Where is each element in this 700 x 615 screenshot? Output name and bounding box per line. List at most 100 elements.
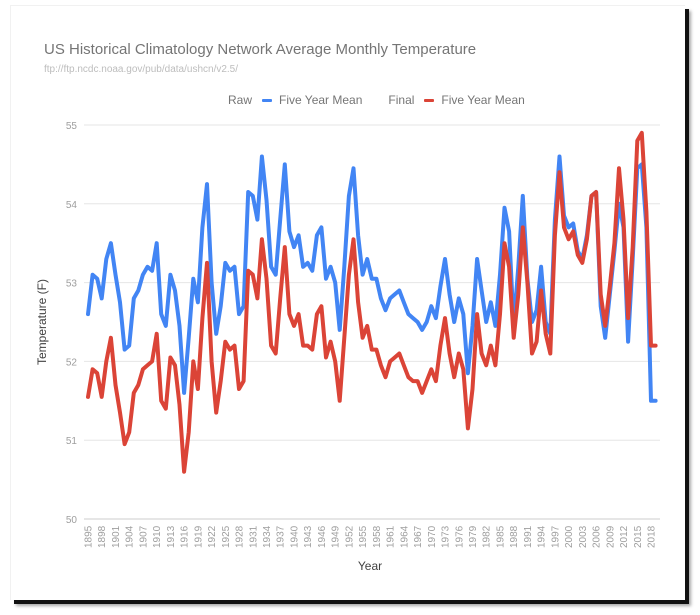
- data-point[interactable]: [104, 257, 108, 261]
- data-point[interactable]: [146, 363, 150, 367]
- data-point[interactable]: [416, 320, 420, 324]
- data-point[interactable]: [388, 296, 392, 300]
- data-point[interactable]: [503, 241, 507, 245]
- data-point[interactable]: [626, 316, 630, 320]
- data-point[interactable]: [132, 391, 136, 395]
- data-point[interactable]: [269, 344, 273, 348]
- data-point[interactable]: [402, 300, 406, 304]
- data-point[interactable]: [246, 269, 250, 273]
- data-point[interactable]: [338, 328, 342, 332]
- data-point[interactable]: [324, 355, 328, 359]
- data-point[interactable]: [457, 296, 461, 300]
- data-point[interactable]: [237, 312, 241, 316]
- data-point[interactable]: [654, 344, 658, 348]
- data-point[interactable]: [310, 348, 314, 352]
- data-point[interactable]: [187, 430, 191, 434]
- data-point[interactable]: [429, 304, 433, 308]
- data-point[interactable]: [306, 261, 310, 265]
- data-point[interactable]: [173, 363, 177, 367]
- data-point[interactable]: [292, 245, 296, 249]
- data-point[interactable]: [100, 296, 104, 300]
- data-point[interactable]: [168, 273, 172, 277]
- data-point[interactable]: [617, 166, 621, 170]
- data-point[interactable]: [457, 352, 461, 356]
- data-point[interactable]: [649, 399, 653, 403]
- data-point[interactable]: [132, 296, 136, 300]
- legend-item-final[interactable]: Final Five Year Mean: [388, 93, 524, 107]
- data-point[interactable]: [306, 344, 310, 348]
- data-point[interactable]: [567, 225, 571, 229]
- data-point[interactable]: [461, 367, 465, 371]
- data-point[interactable]: [118, 411, 122, 415]
- data-point[interactable]: [553, 233, 557, 237]
- data-point[interactable]: [411, 379, 415, 383]
- data-point[interactable]: [287, 229, 291, 233]
- data-point[interactable]: [539, 288, 543, 292]
- data-point[interactable]: [86, 312, 90, 316]
- data-point[interactable]: [232, 344, 236, 348]
- data-point[interactable]: [493, 324, 497, 328]
- data-point[interactable]: [406, 312, 410, 316]
- data-point[interactable]: [461, 312, 465, 316]
- data-point[interactable]: [594, 190, 598, 194]
- data-point[interactable]: [557, 170, 561, 174]
- data-point[interactable]: [265, 198, 269, 202]
- data-point[interactable]: [319, 304, 323, 308]
- data-point[interactable]: [393, 292, 397, 296]
- data-point[interactable]: [100, 395, 104, 399]
- data-point[interactable]: [347, 273, 351, 277]
- data-point[interactable]: [374, 277, 378, 281]
- data-point[interactable]: [329, 265, 333, 269]
- data-point[interactable]: [319, 225, 323, 229]
- data-point[interactable]: [562, 225, 566, 229]
- data-point[interactable]: [287, 312, 291, 316]
- data-point[interactable]: [475, 312, 479, 316]
- data-point[interactable]: [589, 194, 593, 198]
- data-point[interactable]: [210, 281, 214, 285]
- data-point[interactable]: [585, 237, 589, 241]
- data-point[interactable]: [356, 300, 360, 304]
- data-point[interactable]: [470, 324, 474, 328]
- data-point[interactable]: [448, 352, 452, 356]
- data-point[interactable]: [484, 363, 488, 367]
- data-point[interactable]: [608, 285, 612, 289]
- data-point[interactable]: [91, 367, 95, 371]
- data-point[interactable]: [448, 292, 452, 296]
- data-point[interactable]: [470, 387, 474, 391]
- data-point[interactable]: [384, 308, 388, 312]
- data-point[interactable]: [571, 222, 575, 226]
- data-point[interactable]: [232, 265, 236, 269]
- data-point[interactable]: [370, 348, 374, 352]
- data-point[interactable]: [544, 332, 548, 336]
- data-point[interactable]: [109, 336, 113, 340]
- data-point[interactable]: [626, 340, 630, 344]
- data-point[interactable]: [393, 355, 397, 359]
- data-point[interactable]: [251, 273, 255, 277]
- data-point[interactable]: [283, 245, 287, 249]
- legend-item-raw[interactable]: Raw Five Year Mean: [228, 93, 362, 107]
- data-point[interactable]: [411, 316, 415, 320]
- data-point[interactable]: [425, 379, 429, 383]
- data-point[interactable]: [516, 292, 520, 296]
- data-point[interactable]: [351, 237, 355, 241]
- data-point[interactable]: [278, 218, 282, 222]
- data-point[interactable]: [228, 269, 232, 273]
- data-point[interactable]: [150, 269, 154, 273]
- data-point[interactable]: [205, 182, 209, 186]
- data-point[interactable]: [246, 190, 250, 194]
- data-point[interactable]: [141, 273, 145, 277]
- data-point[interactable]: [434, 379, 438, 383]
- data-point[interactable]: [155, 332, 159, 336]
- data-point[interactable]: [228, 348, 232, 352]
- data-point[interactable]: [214, 332, 218, 336]
- data-point[interactable]: [365, 324, 369, 328]
- data-point[interactable]: [557, 155, 561, 159]
- data-point[interactable]: [219, 379, 223, 383]
- data-point[interactable]: [644, 210, 648, 214]
- data-point[interactable]: [95, 277, 99, 281]
- data-point[interactable]: [443, 316, 447, 320]
- data-point[interactable]: [200, 316, 204, 320]
- data-point[interactable]: [297, 312, 301, 316]
- data-point[interactable]: [452, 375, 456, 379]
- data-point[interactable]: [274, 352, 278, 356]
